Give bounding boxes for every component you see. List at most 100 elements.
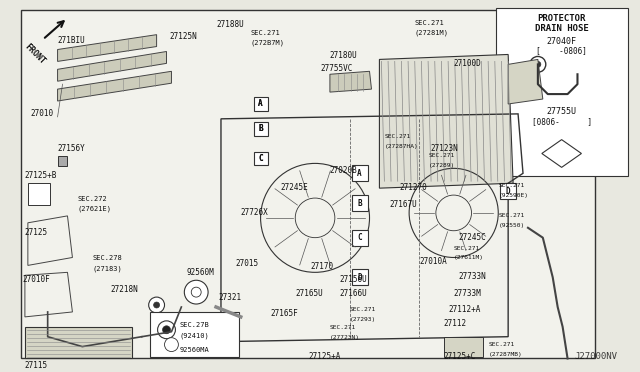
Bar (253, 151, 268, 166)
Text: 27015: 27015 (236, 259, 259, 269)
Text: 27188U: 27188U (216, 20, 244, 29)
Text: 27156U: 27156U (340, 275, 367, 284)
Bar (58, 157, 67, 166)
Text: 27156Y: 27156Y (58, 144, 85, 153)
Text: SEC.271: SEC.271 (251, 30, 280, 36)
Bar (352, 230, 367, 246)
Bar (352, 195, 367, 211)
Text: 271BIU: 271BIU (58, 36, 85, 45)
Text: 27115: 27115 (25, 362, 48, 371)
Text: DRAIN HOSE: DRAIN HOSE (535, 24, 589, 33)
Text: D: D (506, 187, 511, 196)
Text: 27165U: 27165U (295, 289, 323, 298)
Polygon shape (58, 51, 166, 81)
Text: 27010F: 27010F (23, 275, 51, 284)
Circle shape (535, 61, 541, 67)
Text: (27611M): (27611M) (454, 256, 484, 260)
Text: SEC.271: SEC.271 (414, 20, 444, 26)
Text: 271270: 271270 (399, 183, 427, 192)
Text: 27112+A: 27112+A (449, 305, 481, 314)
Text: (27723N): (27723N) (330, 335, 360, 340)
Polygon shape (58, 71, 172, 101)
Text: 27755U: 27755U (547, 107, 577, 116)
Text: 27180U: 27180U (330, 51, 358, 61)
Circle shape (148, 297, 164, 313)
Polygon shape (380, 54, 513, 188)
Bar (496, 8, 628, 176)
Bar (28, 183, 50, 205)
Text: 27170: 27170 (310, 262, 333, 272)
Polygon shape (58, 35, 157, 61)
Text: [0806-      ]: [0806- ] (532, 117, 592, 126)
Text: B: B (357, 199, 362, 208)
Text: (27287MB): (27287MB) (488, 352, 522, 356)
Text: 27218N: 27218N (110, 285, 138, 294)
Text: (92410): (92410) (179, 333, 209, 339)
Text: (27281M): (27281M) (414, 30, 448, 36)
Text: SEC.271: SEC.271 (488, 341, 515, 347)
Text: 27020B: 27020B (330, 166, 358, 175)
Text: 27321: 27321 (218, 293, 241, 302)
Text: 27733M: 27733M (454, 289, 481, 298)
Text: PROTECTOR: PROTECTOR (538, 14, 586, 23)
Circle shape (154, 302, 159, 308)
Text: 27040F: 27040F (547, 36, 577, 46)
Text: 27755VC: 27755VC (320, 64, 353, 73)
Bar (150, 312, 239, 356)
Text: 27100D: 27100D (454, 60, 481, 68)
Text: SEC.271: SEC.271 (499, 183, 525, 188)
Text: (27287HA): (27287HA) (385, 144, 418, 148)
Text: SEC.271: SEC.271 (330, 325, 356, 330)
Text: B: B (259, 124, 263, 133)
Circle shape (163, 326, 170, 334)
Bar (352, 166, 367, 181)
Text: SEC.271: SEC.271 (454, 246, 480, 251)
Text: 27167U: 27167U (389, 200, 417, 209)
Text: [    -0806]: [ -0806] (536, 46, 587, 55)
Text: 27245E: 27245E (280, 183, 308, 192)
Bar (444, 337, 483, 356)
Polygon shape (25, 327, 132, 359)
Text: A: A (357, 169, 362, 178)
Text: SEC.271: SEC.271 (429, 154, 455, 158)
Text: A: A (259, 99, 263, 109)
Polygon shape (508, 60, 543, 104)
Text: FRONT: FRONT (23, 42, 47, 65)
Text: C: C (259, 154, 263, 163)
Text: SEC.271: SEC.271 (349, 307, 376, 312)
Text: J27000NV: J27000NV (574, 352, 617, 362)
Text: 27245C: 27245C (459, 233, 486, 242)
Text: 27123N: 27123N (431, 144, 459, 153)
Text: D: D (357, 273, 362, 282)
Text: B: B (259, 124, 263, 133)
Circle shape (184, 280, 208, 304)
Text: 27165F: 27165F (271, 309, 298, 318)
Text: 27125+B: 27125+B (25, 171, 57, 180)
Circle shape (157, 321, 175, 339)
Text: 27010: 27010 (31, 109, 54, 118)
Text: SEC.278: SEC.278 (92, 256, 122, 262)
Text: 27166U: 27166U (340, 289, 367, 298)
Text: 27125+C: 27125+C (444, 352, 476, 360)
Polygon shape (330, 71, 371, 92)
Text: SEC.272: SEC.272 (77, 196, 107, 202)
Text: (272B7M): (272B7M) (251, 39, 285, 46)
Text: 27733N: 27733N (459, 272, 486, 281)
Text: 27010A: 27010A (419, 257, 447, 266)
Circle shape (164, 338, 179, 352)
Text: (27293): (27293) (349, 317, 376, 322)
Bar (253, 122, 268, 136)
Text: A: A (259, 99, 263, 109)
Text: (27621E): (27621E) (77, 206, 111, 212)
Text: SEC.271: SEC.271 (385, 134, 411, 139)
Text: 27125: 27125 (25, 228, 48, 237)
Bar (352, 269, 367, 285)
Text: 27726X: 27726X (241, 208, 269, 217)
Text: (27183): (27183) (92, 265, 122, 272)
Text: C: C (357, 233, 362, 242)
Text: 27112: 27112 (444, 319, 467, 328)
Text: (92550): (92550) (499, 223, 525, 228)
Text: 27125N: 27125N (170, 32, 197, 41)
Text: 27125+A: 27125+A (308, 352, 340, 360)
Text: 92560MA: 92560MA (179, 347, 209, 353)
